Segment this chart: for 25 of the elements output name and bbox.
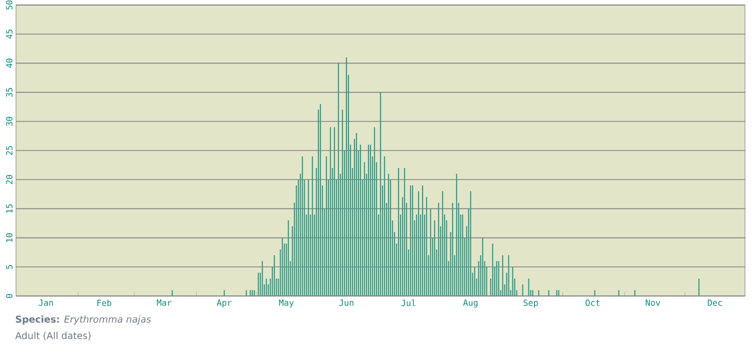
y-tick-label: 25 [6,146,12,155]
y-tick-label: 20 [6,175,12,184]
x-tick-label: Nov [646,300,660,306]
x-tick-label: Feb [97,300,112,306]
y-tick-label: 0 [6,294,12,298]
x-tick-label: Sep [524,300,538,308]
y-tick-label: 50 [6,0,12,10]
text: Adult (All dates) [15,332,90,340]
y-tick-label: 15 [6,204,12,213]
x-tick-label: Jan [38,300,53,306]
text: Species: Erythromma najas [16,315,151,325]
x-tick-label: Dec [708,300,722,306]
x-tick-label: Oct [586,300,600,306]
y-tick-label: 45 [6,30,12,39]
x-tick-label: May [279,300,294,308]
y-tick-label: 40 [6,58,12,68]
x-tick-label: Jun [339,300,354,306]
y-tick-label: 10 [6,233,12,242]
y-tick-label: 30 [6,116,12,126]
y-tick-label: 5 [6,265,12,269]
x-tick-label: Jul [401,300,416,306]
x-tick-label: Mar [156,300,172,306]
x-tick-label: Aug [463,300,478,308]
x-tick-label: Apr [216,300,232,308]
y-tick-label: 35 [6,88,12,97]
